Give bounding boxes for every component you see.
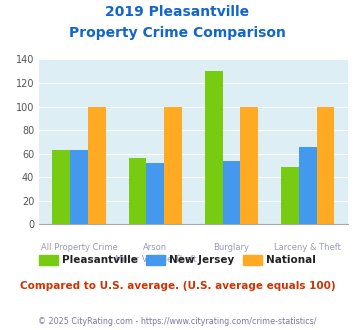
Bar bbox=[205, 71, 223, 224]
Text: All Property Crime: All Property Crime bbox=[41, 243, 118, 252]
Bar bbox=[129, 158, 147, 224]
Bar bbox=[240, 107, 258, 224]
Text: Motor Vehicle Theft: Motor Vehicle Theft bbox=[115, 255, 196, 264]
Legend: Pleasantville, New Jersey, National: Pleasantville, New Jersey, National bbox=[35, 251, 320, 270]
Text: Burglary: Burglary bbox=[213, 243, 250, 252]
Bar bbox=[70, 150, 88, 224]
Bar bbox=[281, 167, 299, 224]
Text: Larceny & Theft: Larceny & Theft bbox=[274, 243, 341, 252]
Text: Arson: Arson bbox=[143, 243, 168, 252]
Text: 2019 Pleasantville: 2019 Pleasantville bbox=[105, 5, 250, 19]
Bar bbox=[223, 161, 240, 224]
Bar bbox=[53, 150, 70, 224]
Text: © 2025 CityRating.com - https://www.cityrating.com/crime-statistics/: © 2025 CityRating.com - https://www.city… bbox=[38, 317, 317, 326]
Bar bbox=[88, 107, 106, 224]
Text: Property Crime Comparison: Property Crime Comparison bbox=[69, 26, 286, 40]
Bar bbox=[147, 163, 164, 224]
Bar bbox=[317, 107, 334, 224]
Text: Compared to U.S. average. (U.S. average equals 100): Compared to U.S. average. (U.S. average … bbox=[20, 281, 335, 291]
Bar bbox=[299, 147, 317, 224]
Bar bbox=[164, 107, 182, 224]
